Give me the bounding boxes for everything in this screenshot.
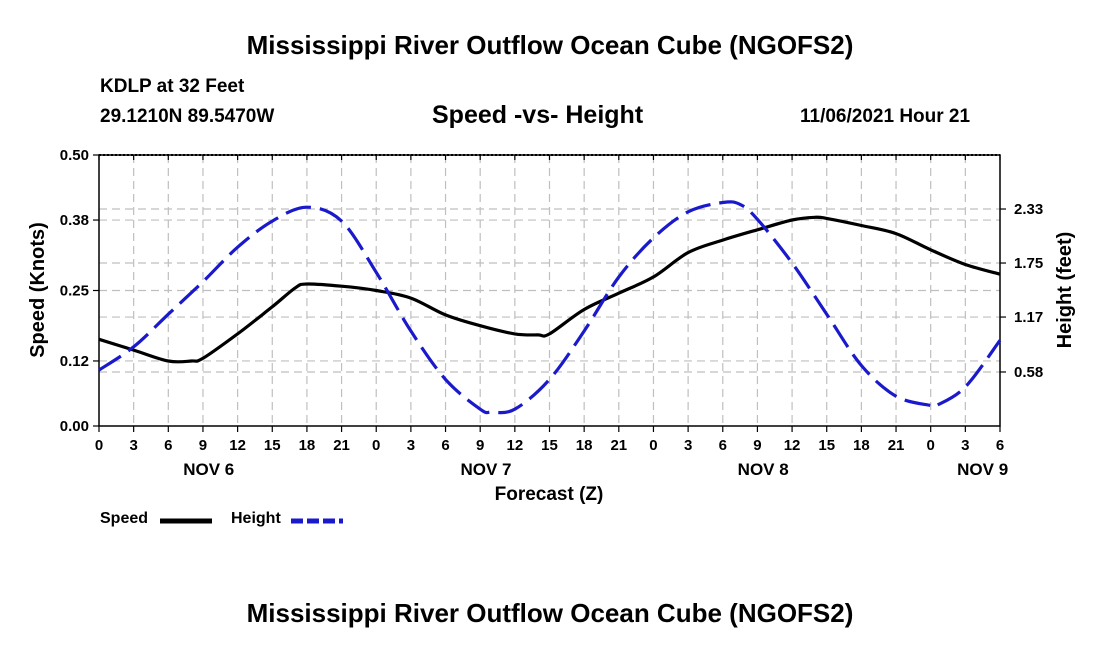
y-tick-label: 0.38: [60, 212, 89, 229]
x-tick-label: 9: [476, 437, 484, 454]
y2-tick-label: 0.58: [1014, 364, 1043, 381]
x-tick-label: 15: [541, 437, 558, 454]
x-tick-label: 9: [199, 437, 207, 454]
x-axis-label: Forecast (Z): [495, 484, 604, 505]
height-series-line: [98, 200, 1002, 415]
grid-lines: [99, 155, 1000, 426]
x-tick-label: 15: [818, 437, 835, 454]
x-tick-label: 0: [927, 437, 935, 454]
axis-ticks: 0 3 6 9 12 15 18 21 0 3 6 9 12 15 18 21 0 3 6 9 12 15 18 21 0 3 6N…: [60, 147, 1043, 479]
x-tick-label: 21: [610, 437, 627, 454]
chart-subtitle: Speed -vs- Height: [432, 101, 644, 129]
legend-height-label: Height: [231, 510, 281, 527]
x-tick-label: 0: [372, 437, 380, 454]
x-tick-label: 15: [264, 437, 281, 454]
x-tick-label: 12: [507, 437, 524, 454]
x-tick-label: 12: [229, 437, 246, 454]
y-tick-label: 0.00: [60, 418, 89, 435]
x-day-label: NOV 8: [738, 460, 789, 479]
y-tick-label: 0.25: [60, 283, 89, 300]
x-day-label: NOV 9: [957, 460, 1008, 479]
x-day-label: NOV 6: [183, 460, 234, 479]
data-series: [98, 200, 1002, 415]
y2-tick-label: 2.33: [1014, 201, 1043, 218]
x-tick-label: 21: [888, 437, 905, 454]
x-tick-label: 0: [649, 437, 657, 454]
x-tick-label: 6: [164, 437, 172, 454]
x-day-label: NOV 7: [460, 460, 511, 479]
x-tick-label: 3: [684, 437, 692, 454]
x-tick-label: 3: [961, 437, 969, 454]
y2-axis-label: Height (feet): [1054, 232, 1076, 349]
station-label: KDLP at 32 Feet: [100, 76, 245, 97]
coordinates-label: 29.1210N 89.5470W: [100, 106, 275, 127]
y-axis-label: Speed (Knots): [27, 222, 49, 358]
x-tick-label: 6: [719, 437, 727, 454]
x-tick-label: 3: [407, 437, 415, 454]
footer-title: Mississippi River Outflow Ocean Cube (NG…: [246, 598, 854, 628]
y2-tick-label: 1.75: [1014, 255, 1043, 272]
x-tick-label: 9: [753, 437, 761, 454]
x-tick-label: 18: [853, 437, 870, 454]
speed-series-line: [98, 215, 1001, 364]
y2-tick-label: 1.17: [1014, 309, 1043, 326]
x-tick-label: 18: [576, 437, 593, 454]
legend-speed-label: Speed: [100, 510, 149, 527]
chart-title: Mississippi River Outflow Ocean Cube (NG…: [246, 30, 854, 60]
y-tick-label: 0.12: [60, 353, 89, 370]
y-tick-label: 0.50: [60, 147, 89, 164]
x-tick-label: 18: [299, 437, 316, 454]
x-tick-label: 12: [784, 437, 801, 454]
x-tick-label: 6: [441, 437, 449, 454]
x-tick-label: 6: [996, 437, 1004, 454]
x-tick-label: 0: [95, 437, 103, 454]
forecast-datetime: 11/06/2021 Hour 21: [800, 106, 971, 127]
x-tick-label: 21: [333, 437, 350, 454]
x-tick-label: 3: [129, 437, 137, 454]
